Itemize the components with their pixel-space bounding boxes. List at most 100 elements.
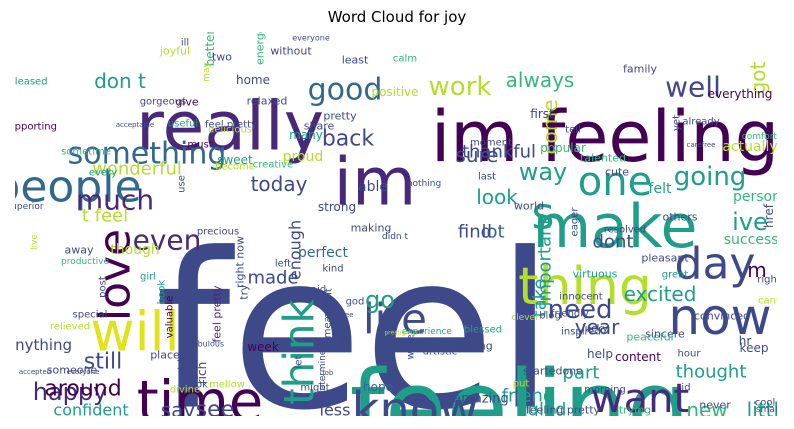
word-153: pleasant xyxy=(641,252,689,265)
word-125: live xyxy=(30,234,40,250)
word-59: take xyxy=(530,279,551,318)
word-146: family xyxy=(623,63,657,76)
word-190: job xyxy=(322,369,334,377)
word-105: productive xyxy=(61,257,109,267)
word-5: make xyxy=(533,192,698,262)
word-94: relaxed xyxy=(247,95,288,108)
word-111: post xyxy=(98,276,109,298)
word-72: proud xyxy=(283,149,324,165)
word-116: fabulous xyxy=(190,340,224,349)
word-74: strong xyxy=(318,200,356,214)
word-150: already xyxy=(682,117,719,128)
word-131: everyone xyxy=(292,34,330,43)
word-47: thankful xyxy=(462,142,536,163)
word-27: need xyxy=(548,295,613,325)
word-91: two xyxy=(212,51,232,64)
word-109: precious xyxy=(197,227,239,238)
word-60: content xyxy=(615,350,661,364)
word-138: others xyxy=(662,211,697,224)
word-137: world xyxy=(514,200,544,213)
word-139: cute xyxy=(605,166,629,179)
word-80: href xyxy=(762,203,776,228)
word-123: pleased xyxy=(15,77,48,88)
word-129: may xyxy=(202,62,212,82)
word-61: part xyxy=(563,363,600,384)
word-92: give xyxy=(175,96,199,109)
word-45: got xyxy=(746,61,770,94)
word-165: peaceful xyxy=(626,331,673,344)
word-23: well xyxy=(665,71,721,104)
word-85: try xyxy=(238,284,251,300)
word-69: person xyxy=(733,189,777,205)
word-22: even xyxy=(133,224,202,257)
word-90: home xyxy=(236,73,270,87)
word-191: might xyxy=(300,383,329,394)
word-144: moment xyxy=(470,138,512,149)
word-70: felt xyxy=(649,181,672,197)
word-186: mean xyxy=(323,310,334,338)
word-173: getting xyxy=(453,340,492,353)
word-157: virtuous xyxy=(573,268,618,281)
word-26: going xyxy=(674,162,747,192)
word-44: come xyxy=(538,99,562,154)
word-58: made xyxy=(247,268,298,289)
word-37: excited xyxy=(624,282,697,306)
word-76: amazing xyxy=(453,392,509,407)
word-96: many xyxy=(289,128,323,142)
word-181: left xyxy=(275,259,291,270)
word-28: go xyxy=(365,286,395,314)
word-135: pretty xyxy=(323,110,357,123)
word-130: without xyxy=(270,45,312,58)
word-189: let xyxy=(294,355,305,368)
word-172: startedone xyxy=(523,365,583,378)
word-65: less xyxy=(320,401,351,417)
word-62: friend xyxy=(502,386,555,407)
word-185: feel free xyxy=(324,311,353,319)
word-166: lucky xyxy=(582,324,608,335)
word-120: accepted xyxy=(19,368,51,376)
word-184: god xyxy=(346,297,365,308)
chart-title: Word Cloud for joy xyxy=(327,8,467,26)
word-177: nothing xyxy=(407,179,441,189)
word-100: must xyxy=(187,140,212,151)
word-167: inspired xyxy=(561,327,601,338)
word-73: able xyxy=(358,179,388,195)
word-51: though xyxy=(110,242,160,258)
word-63: glad xyxy=(528,400,567,417)
word-64: confident xyxy=(53,401,128,417)
word-117: divine xyxy=(170,385,200,396)
word-11: people xyxy=(15,162,142,213)
word-164: hour xyxy=(678,349,702,360)
word-136: share xyxy=(304,120,335,133)
word-193: morning xyxy=(584,385,626,396)
word-110: special xyxy=(73,310,108,321)
word-7: will xyxy=(90,301,179,364)
word-31: around xyxy=(44,377,121,402)
word-119: mellow xyxy=(209,380,245,391)
word-39: new xyxy=(686,398,727,416)
word-36: m xyxy=(747,258,766,282)
word-169: blog xyxy=(539,311,561,322)
word-46: don t xyxy=(94,69,146,93)
word-171: blessed xyxy=(464,325,502,336)
word-14: think xyxy=(275,298,324,404)
word-106: girl xyxy=(140,272,156,283)
word-13: day xyxy=(675,239,756,290)
word-156: resolved xyxy=(604,225,647,236)
word-83: bit xyxy=(176,354,190,370)
word-198: prestigious xyxy=(384,330,417,337)
word-179: making xyxy=(351,222,392,235)
word-50: t feel xyxy=(82,206,128,227)
word-175: artistic xyxy=(423,347,457,358)
word-170: clever xyxy=(511,313,539,323)
word-75: hope xyxy=(363,380,393,394)
word-143: tell xyxy=(565,125,581,136)
word-192: put xyxy=(513,379,530,390)
word-174: write xyxy=(406,334,417,359)
word-6: time xyxy=(137,370,264,417)
word-121: everyone xyxy=(67,368,100,376)
word-55: dont xyxy=(593,232,634,253)
word-35: ive xyxy=(732,208,768,236)
word-95: delicious xyxy=(208,125,252,136)
word-3: really xyxy=(136,88,324,167)
